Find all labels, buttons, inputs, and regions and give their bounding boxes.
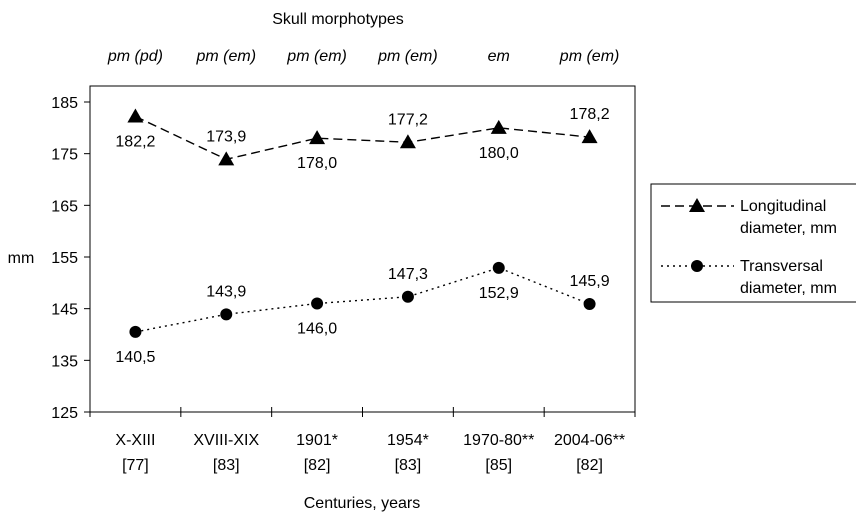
series-line xyxy=(135,115,590,161)
data-label: 180,0 xyxy=(479,145,519,162)
x-tick-sublabel: [82] xyxy=(576,457,603,474)
data-label: 146,0 xyxy=(297,321,337,338)
morphotype-labels: pm (pd) pm (em) pm (em) pm (em) em pm (em) xyxy=(107,48,620,65)
data-point-marker xyxy=(490,119,507,134)
plot-area-frame xyxy=(89,85,636,413)
data-label: 177,2 xyxy=(388,111,428,128)
x-axis: X-XIII [77] XVIII-XIX [83] 1901* [82] 1954* [83… xyxy=(89,407,636,474)
x-tick-label: XVIII-XIX xyxy=(193,432,259,449)
legend-label: Transversal xyxy=(740,258,823,275)
x-tick-sublabel: [83] xyxy=(213,457,240,474)
data-label: 143,9 xyxy=(206,283,246,300)
y-axis: 125 135 145 155 165 175 185 xyxy=(51,95,90,422)
morphotype-label: pm (pd) xyxy=(107,48,163,65)
data-label: 182,2 xyxy=(115,133,155,150)
legend: Longitudinal diameter, mm Transversal diame… xyxy=(650,183,856,303)
data-point-marker xyxy=(127,108,144,123)
data-point-marker xyxy=(220,308,233,321)
data-label: 178,0 xyxy=(297,155,337,172)
data-point-marker xyxy=(583,298,596,311)
data-point-marker xyxy=(581,129,598,144)
y-tick-label: 135 xyxy=(51,353,78,370)
data-point-marker xyxy=(399,134,416,149)
x-tick-label: 1970-80** xyxy=(463,432,534,449)
data-point-marker xyxy=(492,261,505,274)
x-tick-sublabel: [83] xyxy=(395,457,422,474)
data-point-marker xyxy=(129,325,142,338)
morphotype-label: pm (em) xyxy=(377,48,438,65)
legend-frame xyxy=(650,183,856,303)
y-tick-label: 145 xyxy=(51,302,78,319)
morphotype-label: pm (em) xyxy=(286,48,347,65)
morphotype-label: pm (em) xyxy=(559,48,620,65)
y-tick-label: 155 xyxy=(51,250,78,267)
legend-label: diameter, mm xyxy=(740,220,837,237)
y-tick-label: 185 xyxy=(51,95,78,112)
data-label: 178,2 xyxy=(570,106,610,123)
x-tick-label: 1954* xyxy=(387,432,429,449)
x-tick-sublabel: [77] xyxy=(122,457,149,474)
x-axis-label: Centuries, years xyxy=(304,495,421,512)
chart-title: Skull morphotypes xyxy=(272,11,404,28)
data-point-marker xyxy=(401,290,414,303)
legend-marker xyxy=(689,198,705,212)
y-tick-label: 125 xyxy=(51,405,78,422)
x-tick-label: X-XIII xyxy=(115,432,155,449)
morphotype-label: em xyxy=(488,48,510,65)
y-tick-label: 175 xyxy=(51,147,78,164)
x-tick-sublabel: [82] xyxy=(304,457,331,474)
y-axis-label: mm xyxy=(8,250,35,267)
x-tick-sublabel: [85] xyxy=(485,457,512,474)
series-layer: 182,2 173,9 178,0 177,2 180,0 178,2 140,5 143,9… xyxy=(115,106,609,366)
morphotype-label: pm (em) xyxy=(195,48,256,65)
y-tick-label: 165 xyxy=(51,198,78,215)
x-tick-label: 1901* xyxy=(296,432,338,449)
data-point-marker xyxy=(311,297,324,310)
series-transversal: 140,5 143,9 146,0 147,3 152,9 145,9 xyxy=(115,261,610,366)
legend-label: Longitudinal xyxy=(740,198,826,215)
data-label: 152,9 xyxy=(479,285,519,302)
data-label: 147,3 xyxy=(388,266,428,283)
series-line xyxy=(135,267,590,333)
series-longitudinal: 182,2 173,9 178,0 177,2 180,0 178,2 xyxy=(115,106,609,172)
data-point-marker xyxy=(218,151,235,166)
legend-label: diameter, mm xyxy=(740,280,837,297)
legend-marker xyxy=(691,260,703,272)
data-label: 173,9 xyxy=(206,128,246,145)
data-label: 145,9 xyxy=(570,273,610,290)
data-label: 140,5 xyxy=(115,349,155,366)
x-tick-label: 2004-06** xyxy=(554,432,625,449)
data-point-marker xyxy=(309,130,326,145)
